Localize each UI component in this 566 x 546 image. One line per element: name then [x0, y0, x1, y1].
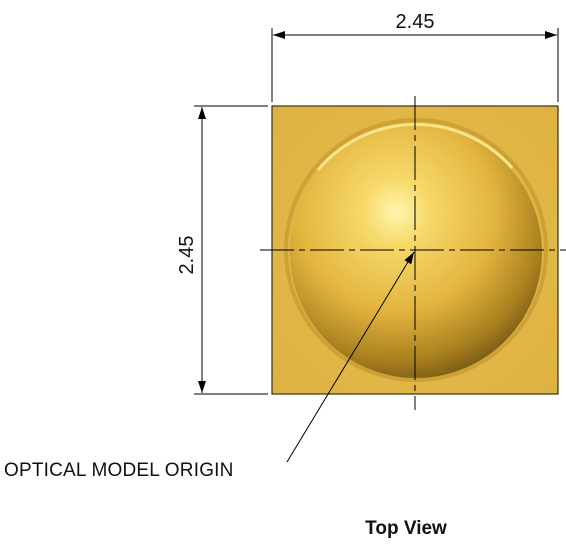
- origin-label: OPTICAL MODEL ORIGIN: [4, 460, 234, 481]
- width-dimension-value: 2.45: [396, 11, 435, 33]
- view-caption: Top View: [365, 518, 447, 539]
- origin-leader-line: [286, 251, 415, 463]
- lens-dome: [290, 126, 542, 378]
- height-dimension-value: 2.45: [176, 236, 198, 275]
